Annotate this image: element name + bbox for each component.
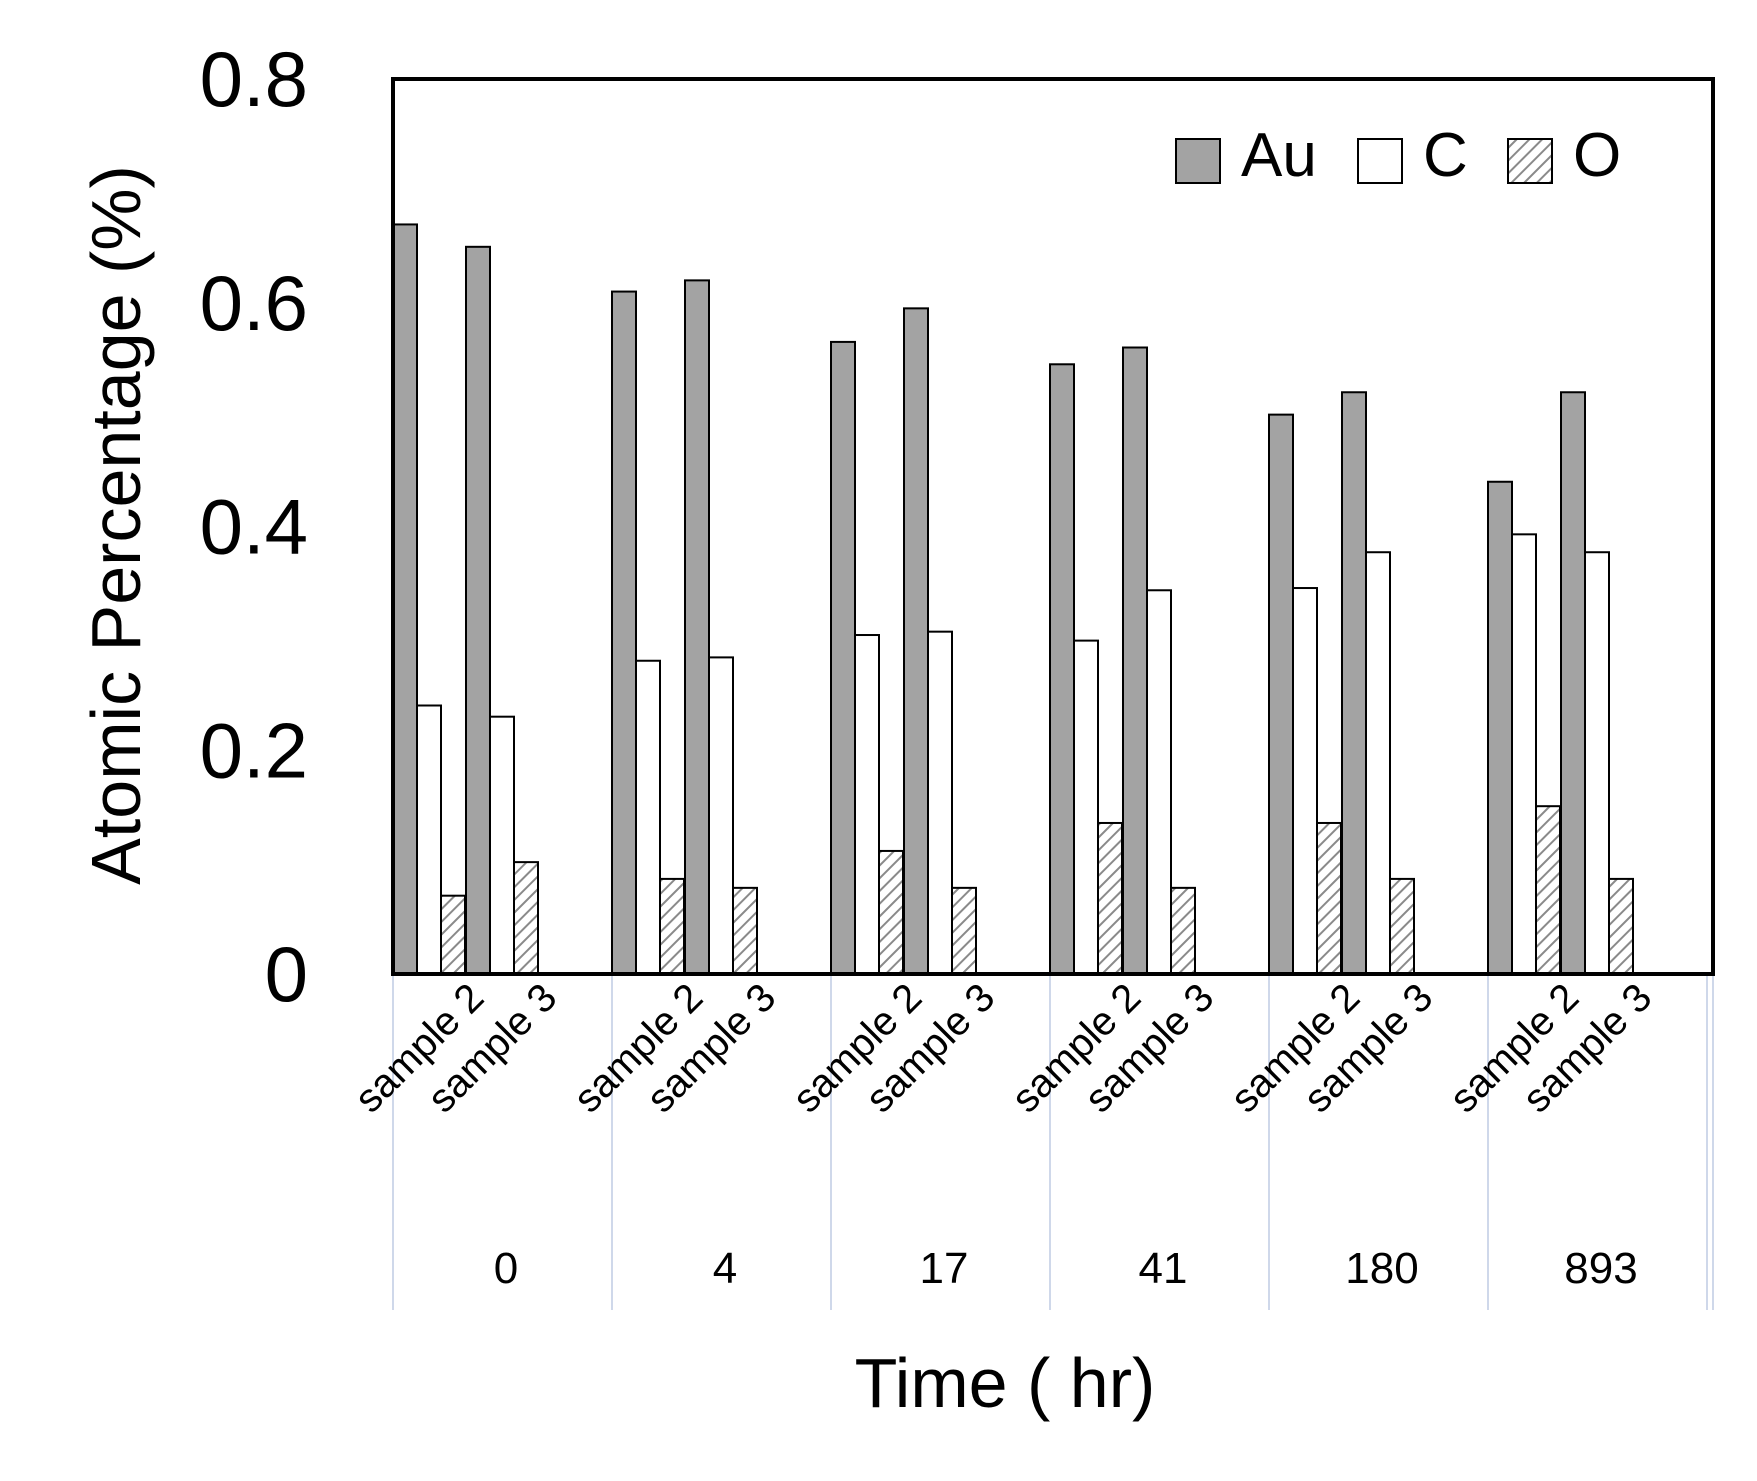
bar-c (1584, 551, 1610, 975)
x-group-label: 893 (1564, 1244, 1637, 1293)
y-tick-label: 0.6 (200, 259, 308, 347)
bar-o (1316, 821, 1342, 975)
legend-swatch-au (1175, 138, 1221, 184)
x-group-label: 17 (920, 1244, 969, 1293)
bar-c (1292, 587, 1318, 975)
bar-c (708, 656, 734, 975)
bar-au (392, 223, 418, 975)
legend-label-c: C (1423, 121, 1468, 190)
x-axis-title: Time ( hr) (855, 1344, 1156, 1422)
bar-c (1365, 551, 1391, 975)
bar-au (1049, 363, 1075, 975)
bar-o (440, 894, 466, 975)
category-grid-lines (392, 974, 1714, 1310)
bar-o (1389, 877, 1415, 975)
bar-au (684, 279, 710, 975)
bar-c (1146, 589, 1172, 975)
x-group-label: 41 (1139, 1244, 1188, 1293)
bar-o (1535, 805, 1561, 975)
y-tick-label: 0.4 (200, 483, 308, 571)
bar-au (1341, 391, 1367, 975)
bar-o (1608, 877, 1634, 975)
legend: Au C O (1175, 121, 1621, 190)
bar-o (878, 849, 904, 975)
bar-c (489, 715, 515, 975)
bar-au (465, 245, 491, 975)
bar-au (1487, 480, 1513, 975)
bar-au (1268, 413, 1294, 975)
y-tick-label: 0.8 (200, 35, 308, 123)
bar-c (854, 634, 880, 975)
legend-swatch-c (1357, 138, 1403, 184)
bar-au (830, 340, 856, 975)
bar-au (611, 290, 637, 975)
bar-au (903, 307, 929, 975)
legend-label-o: O (1573, 121, 1621, 190)
bar-o (732, 886, 758, 976)
x-group-label: 180 (1345, 1244, 1418, 1293)
bar-o (951, 886, 977, 976)
bar-c (416, 704, 442, 975)
bar-series-layer (392, 223, 1634, 976)
bar-c (1511, 533, 1537, 975)
y-tick-label: 0 (265, 930, 308, 1018)
x-group-labels: 0 4 17 41 180 893 (494, 1244, 1638, 1293)
bar-c (927, 630, 953, 975)
legend-label-au: Au (1241, 121, 1317, 190)
bar-o (513, 861, 539, 975)
bar-au (1560, 391, 1586, 975)
bar-o (659, 877, 685, 975)
plot-frame (391, 77, 1715, 976)
y-tick-label: 0.2 (200, 706, 308, 794)
y-axis-ticks: 0 0.2 0.4 0.6 0.8 (200, 35, 308, 1018)
bar-c (635, 659, 661, 975)
bar-o (1097, 821, 1123, 975)
legend-swatch-o (1507, 138, 1553, 184)
x-group-label: 4 (713, 1244, 737, 1293)
y-axis-title: Atomic Percentage (%) (77, 165, 155, 885)
bar-c (1073, 639, 1099, 975)
bar-au (1122, 346, 1148, 975)
bar-o (1170, 886, 1196, 976)
x-group-label: 0 (494, 1244, 518, 1293)
